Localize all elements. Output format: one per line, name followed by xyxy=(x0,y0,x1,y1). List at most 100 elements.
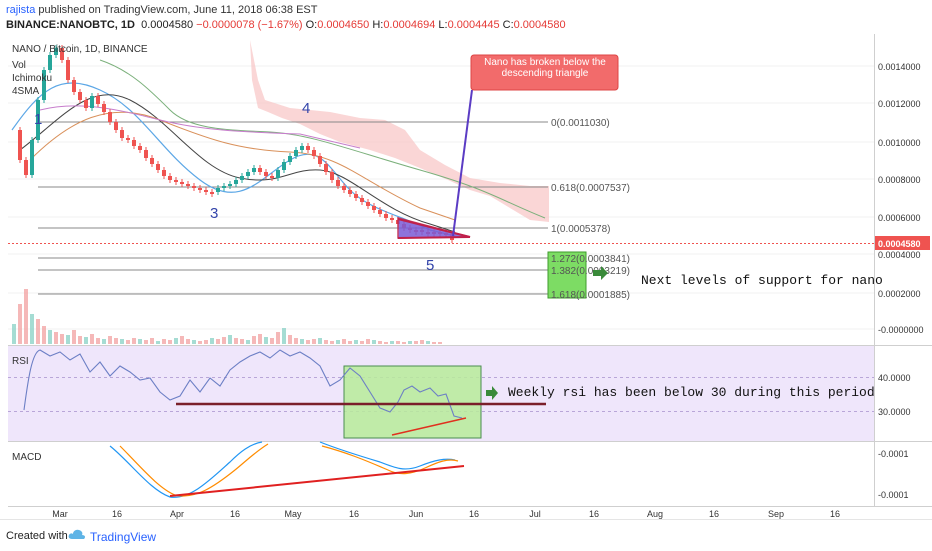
open-value: 0.0004650 xyxy=(317,19,370,31)
candle-body xyxy=(54,48,58,55)
tradingview-cloud-icon[interactable] xyxy=(68,528,86,540)
candle-body xyxy=(270,176,274,178)
volume-bar xyxy=(366,339,370,344)
kijun-line xyxy=(39,105,361,149)
volume-bar xyxy=(180,336,184,344)
legend-vol[interactable]: Vol xyxy=(12,60,26,71)
candle-body xyxy=(162,170,166,176)
volume-bar xyxy=(390,341,394,344)
time-tick: Sep xyxy=(768,509,784,519)
symbol: BINANCE:NANOBTC, 1D xyxy=(6,19,135,31)
volume-bar xyxy=(102,339,106,344)
legend-sma[interactable]: 4SMA xyxy=(12,86,40,97)
time-tick: 16 xyxy=(230,509,240,519)
candle-body xyxy=(108,112,112,122)
legend-ichimoku[interactable]: Ichimoku xyxy=(12,73,52,84)
candle-body xyxy=(192,186,196,188)
volume-bar xyxy=(126,340,130,344)
volume-bar xyxy=(216,339,220,344)
sma-slow xyxy=(29,111,456,221)
candle-body xyxy=(150,158,154,164)
volume-bar xyxy=(288,335,292,344)
price-tag xyxy=(875,236,930,250)
wave-label: 3 xyxy=(210,205,218,222)
volume-bar xyxy=(438,342,442,344)
volume-bar xyxy=(174,338,178,344)
volume-bar xyxy=(312,339,316,344)
candle-body xyxy=(156,164,160,170)
macd-label[interactable]: MACD xyxy=(12,452,41,463)
low-value: 0.0004445 xyxy=(447,19,500,31)
volume-bar xyxy=(330,341,334,344)
candle-body xyxy=(216,188,220,192)
author-link[interactable]: rajista xyxy=(6,4,36,16)
macd-line xyxy=(109,441,456,498)
chart-svg[interactable]: 0(0.0011030) 0.618(0.0007537) 1(0.000537… xyxy=(0,34,932,519)
volume-bar xyxy=(282,328,286,344)
volume-bar xyxy=(336,340,340,344)
volume-bar xyxy=(306,340,310,344)
volume-bar xyxy=(132,338,136,344)
close-label: C: xyxy=(502,19,514,31)
candle-body xyxy=(312,150,316,156)
ichimoku-span xyxy=(99,59,546,219)
volume-bar xyxy=(42,326,46,344)
volume-bar xyxy=(78,336,82,344)
candle-body xyxy=(18,130,22,160)
created-with-text: Created with xyxy=(6,530,68,542)
candle-body xyxy=(222,186,226,188)
candle-body xyxy=(228,184,232,186)
candle-body xyxy=(360,198,364,202)
candle-body xyxy=(390,218,394,220)
candle-body xyxy=(336,180,340,186)
fib-label: 1.618(0.0001885) xyxy=(551,290,630,301)
rsi-note: Weekly rsi has been below 30 during this… xyxy=(508,385,875,400)
publish-text: published on TradingView.com, June 11, 2… xyxy=(35,4,318,16)
volume-bar xyxy=(270,338,274,344)
candle-body xyxy=(324,164,328,172)
low-label: L: xyxy=(438,19,448,31)
candle-body xyxy=(42,70,46,100)
time-axis[interactable]: Mar 16 Apr 16 May 16 Jun 16 Jul 16 Aug 1… xyxy=(52,509,840,519)
volume-bar xyxy=(276,332,280,344)
volume-bar xyxy=(372,340,376,344)
candle-body xyxy=(186,184,190,186)
candle-body xyxy=(96,96,100,104)
time-tick: 16 xyxy=(830,509,840,519)
chart-area[interactable]: 0(0.0011030) 0.618(0.0007537) 1(0.000537… xyxy=(0,34,932,519)
price-tick: 0.0008000 xyxy=(878,175,921,185)
price-axis[interactable]: 0.0014000 0.0012000 0.0010000 0.0008000 … xyxy=(878,62,924,335)
volume-bar xyxy=(426,341,430,344)
price-tick: -0.0000000 xyxy=(878,325,924,335)
fib-label: 0(0.0011030) xyxy=(551,118,610,129)
fib-label: 0.618(0.0007537) xyxy=(551,183,630,194)
volume-bar xyxy=(168,340,172,344)
macd-pane[interactable] xyxy=(8,442,874,506)
open-label: O: xyxy=(305,19,318,31)
candle-body xyxy=(198,188,202,190)
volume-bar xyxy=(258,334,262,344)
volume-bar xyxy=(210,338,214,344)
support-arrow-icon xyxy=(593,266,608,280)
candle-body xyxy=(24,160,28,175)
tradingview-brand[interactable]: TradingView xyxy=(90,530,157,544)
rsi-arrow-icon xyxy=(486,386,498,400)
ohlc-line: BINANCE:NANOBTC, 1D 0.0004580 −0.0000078… xyxy=(6,19,566,31)
wave-label: 4 xyxy=(302,100,310,117)
time-tick: Apr xyxy=(170,509,184,519)
volume-bar xyxy=(234,338,238,344)
candle-body xyxy=(318,156,322,164)
rsi-label[interactable]: RSI xyxy=(12,356,29,367)
volume-bar xyxy=(228,335,232,344)
candle-body xyxy=(78,92,82,100)
volume-bar xyxy=(414,341,418,344)
wave-label: 5 xyxy=(426,257,434,274)
legend-title[interactable]: NANO / Bitcoin, 1D, BINANCE xyxy=(12,44,148,55)
volume-bar xyxy=(264,337,268,344)
volume-bar xyxy=(396,341,400,344)
fib-label: 1.382(0.0003219) xyxy=(551,266,630,277)
gridlines xyxy=(8,65,874,330)
callout-box xyxy=(470,54,619,91)
volume-bar xyxy=(252,336,256,344)
time-tick: May xyxy=(284,509,302,519)
